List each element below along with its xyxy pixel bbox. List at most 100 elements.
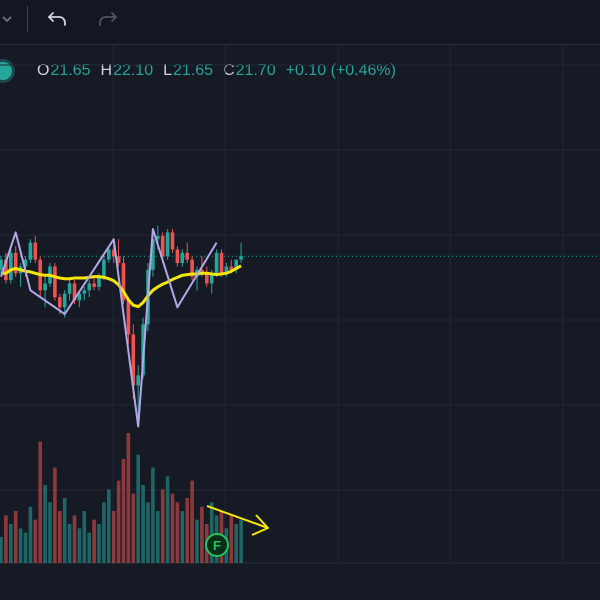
candle-body	[219, 252, 224, 274]
candle-body	[13, 252, 18, 274]
candle-body	[111, 249, 116, 257]
candle-body	[102, 259, 106, 277]
volume-bar	[156, 511, 160, 563]
candle-body	[190, 259, 194, 277]
close-value: 21.70	[235, 62, 276, 79]
volume-bar	[151, 467, 155, 563]
candle-body	[97, 276, 101, 287]
volume-bar	[4, 515, 8, 563]
volume-bar	[126, 433, 131, 563]
candle-body	[107, 249, 111, 260]
zigzag-line	[0, 228, 218, 428]
volume-bar	[28, 506, 33, 563]
candle-body	[82, 290, 87, 294]
low-value: 21.65	[173, 62, 214, 79]
volume-bar	[229, 515, 234, 563]
redo-icon	[99, 12, 117, 26]
candle-body	[62, 293, 67, 308]
candle-body	[23, 259, 28, 267]
high-value: 22.10	[113, 62, 154, 79]
volume-bar	[23, 532, 28, 563]
trend-arrow-line	[206, 505, 269, 529]
undo-icon	[48, 12, 66, 26]
volume-bar	[33, 519, 38, 563]
volume-bar	[131, 493, 136, 563]
candle-body	[151, 239, 155, 270]
candle-body	[185, 252, 189, 260]
volume-bar	[185, 498, 189, 563]
volume-bar	[160, 489, 165, 563]
volume-bar	[77, 528, 82, 563]
volume-bar	[53, 467, 57, 563]
volume-bar	[170, 493, 175, 563]
undo-button[interactable]	[43, 6, 71, 32]
open-value: 21.65	[50, 62, 91, 79]
volume-bar	[121, 459, 126, 563]
volume-bar	[209, 502, 214, 563]
volume-bar	[67, 524, 72, 563]
volume-bar	[136, 454, 140, 563]
candle-body	[229, 266, 234, 270]
volume-bar	[239, 519, 243, 563]
candle-body	[121, 263, 126, 301]
chevron-down-icon[interactable]	[2, 13, 16, 27]
volume-bar	[58, 511, 62, 563]
candle-body	[165, 232, 170, 257]
volume-bar	[141, 485, 145, 563]
volume-bar	[165, 476, 170, 563]
volume-bar	[0, 537, 3, 563]
change-value: +0.10 (+0.46%)	[285, 62, 396, 79]
redo-button[interactable]	[94, 6, 122, 32]
volume-bar	[111, 511, 116, 563]
candle-body	[92, 283, 96, 287]
candle-body	[72, 283, 77, 301]
volume-bar	[82, 511, 87, 563]
high-key: H	[100, 62, 113, 79]
volume-bar	[107, 489, 111, 563]
candle-body	[214, 252, 219, 274]
candle-body	[58, 297, 62, 308]
low-key: L	[163, 62, 173, 79]
candle-body	[33, 242, 38, 260]
ohlc-legend: O 21.65 H 22.10 L 21.65 C 21.70 +0.10 (+…	[37, 60, 396, 82]
candle-body	[205, 273, 209, 284]
candle-body	[224, 266, 229, 274]
candle-body	[131, 334, 136, 386]
volume-bar	[92, 519, 96, 563]
candle-body	[239, 256, 243, 260]
candle-body	[200, 269, 204, 274]
candle-body	[0, 259, 3, 270]
volume-bar	[18, 528, 23, 563]
volume-bar	[175, 502, 180, 563]
candle-body	[28, 242, 33, 260]
volume-bar	[43, 485, 47, 563]
volume-bar	[72, 515, 77, 563]
open-key: O	[37, 62, 50, 79]
candle-body	[77, 293, 82, 301]
volume-bar	[87, 532, 91, 563]
candle-body	[87, 283, 91, 291]
candle-body	[67, 283, 72, 294]
candle-body	[170, 232, 175, 250]
candle-body	[116, 256, 121, 264]
volume-bar	[146, 502, 150, 563]
volume-bar	[116, 480, 121, 563]
volume-bar	[9, 524, 13, 563]
candle-body	[209, 273, 214, 284]
candle-body	[234, 259, 238, 270]
price-chart[interactable]	[0, 45, 600, 600]
volume-bar	[13, 511, 18, 563]
volume-bar	[234, 524, 238, 563]
candle-body	[53, 266, 57, 298]
volume-bar	[180, 511, 185, 563]
status-dot-icon[interactable]	[0, 62, 12, 80]
candle-body	[4, 259, 8, 281]
toolbar-divider	[27, 6, 28, 32]
volume-bar	[62, 498, 67, 563]
volume-bar	[195, 519, 199, 563]
candle-body	[175, 249, 180, 264]
f-badge-icon[interactable]: F	[205, 533, 229, 557]
trend-arrow-head	[251, 514, 269, 536]
candle-body	[156, 235, 160, 240]
candle-body	[126, 300, 131, 335]
